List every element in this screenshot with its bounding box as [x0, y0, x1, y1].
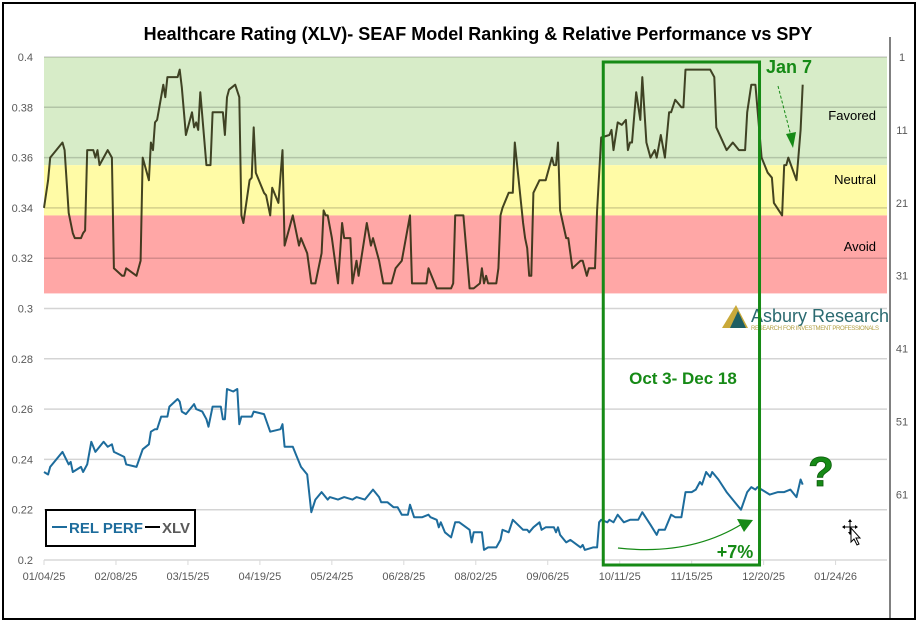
- x-tick-label: 06/28/25: [382, 571, 425, 583]
- x-tick-label: 05/24/25: [310, 571, 353, 583]
- y-tick-label: 0.34: [12, 203, 33, 215]
- gain-label: +7%: [717, 542, 754, 562]
- y2-tick-label: 1: [899, 52, 905, 64]
- series-line-xlv: [43, 68, 804, 290]
- y2-tick-label: 61: [896, 489, 908, 501]
- logo-mark-icon: [722, 305, 748, 328]
- y-tick-label: 0.2: [18, 555, 33, 567]
- band-label-neutral: Neutral: [834, 172, 876, 187]
- x-tick-label: 02/08/25: [95, 571, 138, 583]
- y2-tick-label: 31: [896, 271, 908, 283]
- band-label-avoid: Avoid: [844, 239, 876, 254]
- band-neutral: [44, 165, 887, 216]
- x-tick-label: 08/02/25: [454, 571, 497, 583]
- date-callout-arrow-icon: [777, 85, 796, 148]
- logo-name: Asbury Research: [751, 306, 889, 326]
- rating-bands: [44, 57, 887, 294]
- x-tick-label: 10/11/25: [599, 571, 641, 583]
- date-callout-label: Jan 7: [766, 57, 812, 77]
- y-tick-label: 0.22: [12, 505, 33, 517]
- x-tick-label: 03/15/25: [167, 571, 210, 583]
- move-cursor-icon: [842, 519, 862, 546]
- x-tick-label: 09/06/25: [526, 571, 569, 583]
- y-tick-label: 0.32: [12, 253, 33, 265]
- gain-curved-arrow-icon: [617, 519, 753, 551]
- series-line-rel-perf: [43, 388, 804, 551]
- y2-tick-label: 21: [896, 198, 908, 210]
- window-label: Oct 3- Dec 18: [629, 369, 737, 388]
- left-y-axis: 0.2 0.22 0.24 0.26 0.28 0.3 0.32 0.34 0.36 0.38 0.…: [12, 52, 33, 567]
- y-tick-label: 0.36: [12, 153, 33, 165]
- y2-tick-label: 41: [896, 344, 908, 356]
- y2-tick-label: 11: [896, 125, 907, 137]
- x-tick-label: 12/20/25: [742, 571, 785, 583]
- y-tick-label: 0.26: [12, 404, 33, 416]
- legend-label-rel-perf: REL PERF: [69, 520, 143, 537]
- series-layer: [43, 68, 804, 551]
- asbury-research-logo: Asbury Research RESEARCH FOR INVESTMENT …: [722, 305, 889, 332]
- chart-title: Healthcare Rating (XLV)- SEAF Model Rank…: [144, 24, 813, 44]
- legend-label-xlv: XLV: [162, 520, 190, 537]
- y-tick-label: 0.3: [18, 304, 33, 316]
- x-axis: 01/04/25 02/08/25 03/15/25 04/19/25 05/24/25…: [23, 560, 857, 583]
- y-tick-label: 0.4: [18, 52, 33, 64]
- x-tick-label: 11/15/25: [671, 571, 713, 583]
- y-tick-label: 0.28: [12, 354, 33, 366]
- band-label-favored: Favored: [828, 108, 876, 123]
- highlight-window-box: [601, 60, 762, 567]
- y-tick-label: 0.24: [12, 454, 33, 466]
- y-tick-label: 0.38: [12, 102, 33, 114]
- x-tick-label: 04/19/25: [238, 571, 281, 583]
- gridlines: [44, 56, 887, 561]
- y2-tick-label: 51: [896, 416, 908, 428]
- question-mark: ?: [808, 448, 834, 495]
- band-labels: Favored Neutral Avoid: [828, 108, 876, 254]
- logo-tagline: RESEARCH FOR INVESTMENT PROFESSIONALS: [751, 326, 879, 332]
- x-tick-label: 01/24/26: [814, 571, 857, 583]
- legend: REL PERF XLV: [45, 509, 196, 547]
- x-tick-label: 01/04/25: [23, 571, 66, 583]
